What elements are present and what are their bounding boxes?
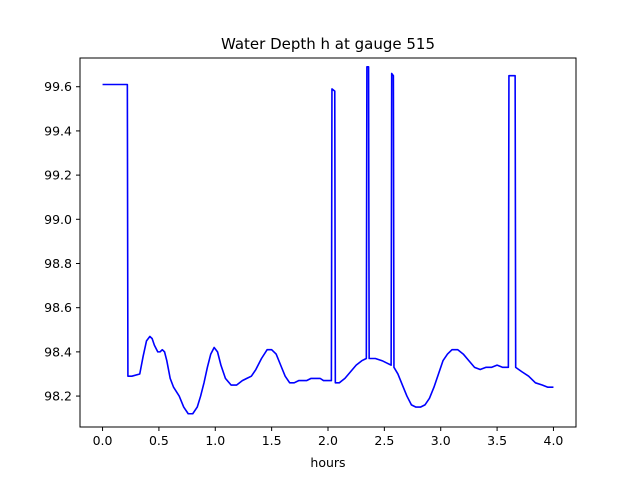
y-tick-label: 98.8 <box>44 256 72 271</box>
x-axis-label: hours <box>310 455 345 470</box>
chart-title: Water Depth h at gauge 515 <box>221 35 435 53</box>
x-tick-label: 1.5 <box>262 433 282 448</box>
y-tick-label: 98.4 <box>44 344 72 359</box>
x-axis-ticks: 0.0 0.5 1.0 1.5 2.0 2.5 3.0 3.5 4.0 <box>93 427 564 448</box>
y-tick-label: 98.6 <box>44 300 72 315</box>
y-axis-ticks: 98.2 98.4 98.6 98.8 99.0 99.2 99.4 99.6 <box>44 79 80 404</box>
x-tick-label: 3.5 <box>487 433 507 448</box>
y-tick-label: 99.6 <box>44 79 72 94</box>
x-tick-label: 0.5 <box>149 433 169 448</box>
plot-frame <box>79 57 577 428</box>
x-tick-label: 3.0 <box>431 433 451 448</box>
x-tick-label: 2.0 <box>318 433 338 448</box>
y-tick-label: 99.0 <box>44 212 72 227</box>
y-tick-label: 99.4 <box>44 123 72 138</box>
y-tick-label: 98.2 <box>44 389 72 404</box>
x-tick-label: 2.5 <box>374 433 394 448</box>
x-tick-label: 4.0 <box>544 433 564 448</box>
series-line-water-depth <box>102 66 554 415</box>
x-tick-label: 1.0 <box>205 433 225 448</box>
y-tick-label: 99.2 <box>44 168 72 183</box>
x-tick-label: 0.0 <box>93 433 113 448</box>
